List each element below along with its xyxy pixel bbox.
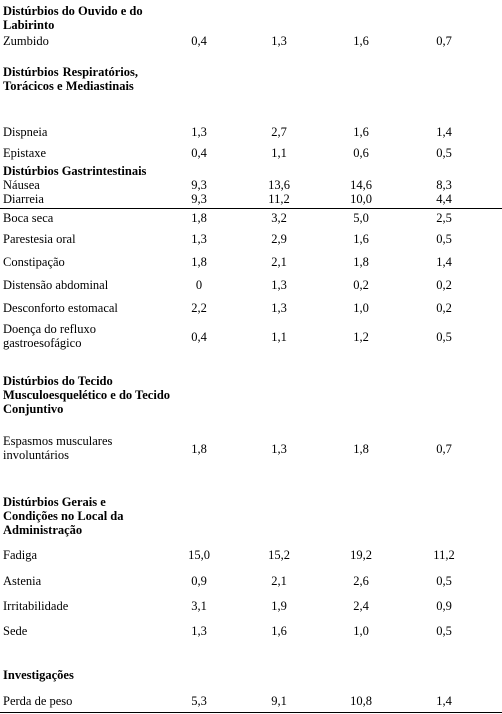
row-label: Diarreia bbox=[3, 192, 44, 206]
row-label: Parestesia oral bbox=[3, 232, 76, 246]
row-value-col3: 1,6 bbox=[353, 125, 369, 139]
row-value-col1: 0,4 bbox=[191, 146, 207, 160]
row-value-col1: 1,8 bbox=[191, 255, 207, 269]
row-label: Perda de peso bbox=[3, 694, 73, 708]
row-value-col3: 10,8 bbox=[350, 694, 372, 708]
row-value-col2: 1,3 bbox=[271, 442, 287, 456]
row-value-col1: 5,3 bbox=[191, 694, 207, 708]
row-value-col2: 11,2 bbox=[268, 192, 290, 206]
section-heading-general: Distúrbios Gerais e Condições no Local d… bbox=[3, 495, 153, 537]
row-value-col2: 13,6 bbox=[268, 178, 290, 192]
row-value-col3: 10,0 bbox=[350, 192, 372, 206]
row-label: Distensão abdominal bbox=[3, 278, 109, 292]
row-label: Doença do refluxo gastroesofágico bbox=[3, 322, 97, 350]
row-value-col2: 1,1 bbox=[271, 330, 287, 344]
row-value-col4: 1,4 bbox=[436, 694, 452, 708]
section-heading-ear: Distúrbios do Ouvido e do Labirinto bbox=[3, 4, 163, 32]
row-value-col3: 1,8 bbox=[353, 442, 369, 456]
row-value-col3: 1,0 bbox=[353, 301, 369, 315]
row-value-col4: 0,5 bbox=[436, 232, 452, 246]
row-label: Espasmos musculares involuntários bbox=[3, 434, 113, 462]
row-value-col2: 1,1 bbox=[271, 146, 287, 160]
row-value-col1: 0 bbox=[195, 278, 203, 292]
row-label: Epistaxe bbox=[3, 146, 47, 160]
row-value-col4: 2,5 bbox=[436, 211, 452, 225]
row-value-col1: 0,9 bbox=[191, 574, 207, 588]
row-value-col4: 1,4 bbox=[436, 255, 452, 269]
row-label: Zumbido bbox=[3, 34, 49, 48]
table-bottom-rule bbox=[0, 712, 502, 713]
row-value-col3: 1,6 bbox=[353, 232, 369, 246]
section-heading-musculo: Distúrbios do Tecido Musculoesquelético … bbox=[3, 374, 178, 416]
section-heading-text: Distúrbios do Tecido Musculoesquelético … bbox=[3, 374, 171, 416]
row-value-col3: 2,6 bbox=[353, 574, 369, 588]
row-label: Náusea bbox=[3, 178, 40, 192]
row-value-col2: 2,1 bbox=[271, 574, 287, 588]
row-value-col2: 1,9 bbox=[271, 599, 287, 613]
row-value-col3: 1,6 bbox=[353, 34, 369, 48]
row-value-col4: 0,2 bbox=[436, 301, 452, 315]
row-value-col3: 19,2 bbox=[350, 548, 372, 562]
row-value-col4: 0,5 bbox=[436, 624, 452, 638]
row-value-col1: 15,0 bbox=[188, 548, 210, 562]
row-value-col4: 8,3 bbox=[436, 178, 452, 192]
row-value-col1: 0,4 bbox=[191, 34, 207, 48]
row-value-col1: 1,3 bbox=[191, 624, 207, 638]
row-value-col1: 3,1 bbox=[191, 599, 207, 613]
table-divider bbox=[0, 208, 502, 209]
row-label: Irritabilidade bbox=[3, 599, 69, 613]
row-value-col4: 0,5 bbox=[436, 146, 452, 160]
row-value-col1: 9,3 bbox=[191, 192, 207, 206]
section-heading-text: Investigações bbox=[3, 668, 74, 682]
section-heading-text: Distúrbios Gastrintestinais bbox=[3, 164, 147, 178]
row-label: Constipação bbox=[3, 255, 65, 269]
row-value-col2: 9,1 bbox=[271, 694, 287, 708]
section-heading-gastro: Distúrbios Gastrintestinais bbox=[3, 164, 146, 178]
row-label: Fadiga bbox=[3, 548, 38, 562]
row-label: Desconforto estomacal bbox=[3, 301, 118, 315]
row-value-col1: 1,8 bbox=[191, 442, 207, 456]
row-value-col1: 0,4 bbox=[191, 330, 207, 344]
row-value-col2: 1,3 bbox=[271, 301, 287, 315]
row-value-col1: 2,2 bbox=[191, 301, 207, 315]
section-heading-text: Distúrbios Gerais e Condições no Local d… bbox=[3, 495, 124, 537]
row-value-col4: 11,2 bbox=[433, 548, 455, 562]
row-value-col2: 2,7 bbox=[271, 125, 287, 139]
section-heading-text: Distúrbios do Ouvido e do Labirinto bbox=[3, 4, 143, 32]
row-value-col2: 1,3 bbox=[271, 278, 287, 292]
row-value-col3: 2,4 bbox=[353, 599, 369, 613]
section-heading-respiratory: Distúrbios Respiratórios, Torácicos e Me… bbox=[3, 65, 138, 93]
row-value-col3: 1,8 bbox=[353, 255, 369, 269]
row-value-col3: 1,2 bbox=[353, 330, 369, 344]
row-value-col3: 5,0 bbox=[353, 211, 369, 225]
row-value-col2: 15,2 bbox=[268, 548, 290, 562]
row-value-col4: 0,9 bbox=[436, 599, 452, 613]
row-value-col4: 0,7 bbox=[436, 34, 452, 48]
row-value-col1: 1,8 bbox=[191, 211, 207, 225]
row-value-col1: 1,3 bbox=[191, 125, 207, 139]
row-value-col4: 1,4 bbox=[436, 125, 452, 139]
row-value-col3: 1,0 bbox=[353, 624, 369, 638]
row-value-col2: 3,2 bbox=[271, 211, 287, 225]
row-value-col1: 9,3 bbox=[191, 178, 207, 192]
row-label: Astenia bbox=[3, 574, 42, 588]
row-value-col1: 1,3 bbox=[191, 232, 207, 246]
section-heading-investigations: Investigações bbox=[3, 668, 74, 682]
row-label: Dispneia bbox=[3, 125, 48, 139]
section-heading-text: Distúrbios Respiratórios, Torácicos e Me… bbox=[3, 65, 138, 93]
row-value-col4: 0,7 bbox=[436, 442, 452, 456]
row-value-col4: 4,4 bbox=[436, 192, 452, 206]
row-value-col4: 0,5 bbox=[436, 330, 452, 344]
row-value-col3: 14,6 bbox=[350, 178, 372, 192]
row-value-col4: 0,2 bbox=[436, 278, 452, 292]
row-value-col2: 2,9 bbox=[271, 232, 287, 246]
row-value-col2: 1,6 bbox=[271, 624, 287, 638]
row-value-col2: 1,3 bbox=[271, 34, 287, 48]
row-label: Sede bbox=[3, 624, 28, 638]
row-value-col4: 0,5 bbox=[436, 574, 452, 588]
row-value-col2: 2,1 bbox=[271, 255, 287, 269]
row-label: Boca seca bbox=[3, 211, 54, 225]
row-value-col3: 0,2 bbox=[353, 278, 369, 292]
row-value-col3: 0,6 bbox=[353, 146, 369, 160]
